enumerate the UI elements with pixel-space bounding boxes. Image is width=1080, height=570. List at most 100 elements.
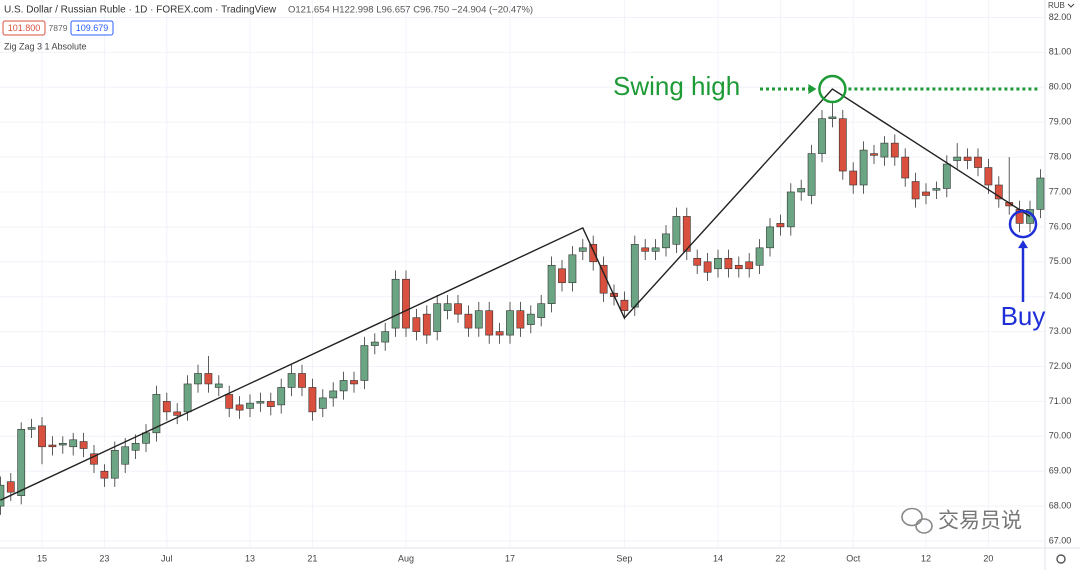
indicator-label: Zig Zag 3 1 Absolute [4,41,87,51]
candle-body [859,149,868,186]
candle-body [110,449,119,479]
candle-body [880,142,889,158]
candle-body [568,254,577,284]
y-tick-label: 70.00 [1049,431,1072,441]
candle-body [703,261,712,273]
y-tick-label: 78.00 [1049,151,1072,161]
swing-high-circle [818,74,847,104]
y-tick-label: 80.00 [1049,82,1072,92]
candle-body [27,427,36,430]
candle-body [17,429,26,496]
candle-body [412,317,421,332]
settings-icon[interactable] [1056,554,1066,564]
legend-value: 7879 [49,23,68,33]
candle-body [152,394,161,434]
candle-body [246,402,254,409]
candle-body [942,163,951,189]
y-tick-label: 67.00 [1049,535,1072,545]
candle-body [672,216,681,245]
candle-body [183,383,192,413]
candle-body [994,184,1003,200]
candle-body [682,216,691,252]
candle-body [391,278,400,329]
candle-body [204,373,213,385]
candle-body [350,380,358,385]
candle-body [173,411,182,416]
candle-body [547,264,556,304]
candle-body [578,247,587,252]
candle-body [454,303,462,315]
y-tick-label: 82.00 [1049,12,1072,22]
candle-body [194,373,202,385]
candle-body [225,394,234,409]
arrow-head [808,84,817,95]
x-tick-label: Oct [846,553,861,563]
candle-body [506,310,514,336]
candle-body [818,118,826,154]
y-tick-label: 81.00 [1049,47,1072,57]
legend-box [70,20,114,36]
candle-body [48,444,57,448]
candle-body [464,313,473,329]
y-tick-label: 72.00 [1049,361,1072,371]
annotation: Swing high [613,71,740,101]
candle-body [641,247,650,252]
candle-body [693,257,702,266]
candle-body [714,257,722,270]
candle-body [121,446,130,465]
candle-body [828,116,837,119]
candle-body [474,310,483,329]
candle-body [433,303,442,332]
y-tick-label: 76.00 [1049,221,1072,231]
candle-body [558,268,566,284]
candle-body [131,442,140,451]
plot: Swing high Buy [0,71,1045,515]
candle-body [745,261,754,270]
candle-body [287,373,296,388]
candle-body [734,264,743,270]
candle-body [298,373,306,388]
currency-caret [1067,3,1075,8]
candle-body [402,278,410,329]
ohlc-text: O121.654 H122.998 L96.657 C96.750 −24.90… [288,5,533,16]
buy-circle [1008,209,1038,239]
candle-body [890,142,899,158]
x-tick-label: Aug [398,553,414,563]
zigzag-line [0,88,1031,501]
legend-box [2,20,46,36]
x-tick-label: 15 [37,553,47,563]
candle-body [870,153,878,156]
y-tick-label: 74.00 [1049,291,1072,301]
candle-body [537,303,546,318]
candle-body [776,223,785,228]
candle-body [142,432,150,444]
candle-body [630,244,639,308]
candle-body [443,303,452,311]
legend-value: 101.800 [8,23,41,33]
candle-body [100,470,109,479]
candle-body [526,313,535,325]
x-tick-label: 12 [921,553,931,563]
candle-body [0,484,5,507]
candle-body [651,247,660,252]
y-tick-label: 69.00 [1049,466,1072,476]
candle-body [235,404,244,411]
annotation: Buy [1001,301,1046,331]
candle-body [766,226,774,249]
legend-value: 109.679 [76,23,109,33]
candle-body [589,244,598,263]
candle-body [277,387,286,406]
x-tick-label: 20 [983,553,993,563]
candle-body [214,383,223,388]
x-tick-label: 14 [713,553,723,563]
candle-body [786,191,795,228]
candle-body [485,310,494,336]
candle-body [807,153,816,196]
candle-body [797,188,806,193]
x-tick-label: 23 [99,553,109,563]
candle-body [755,247,764,266]
x-tick-label: 17 [505,553,515,563]
candle-body [381,331,390,343]
